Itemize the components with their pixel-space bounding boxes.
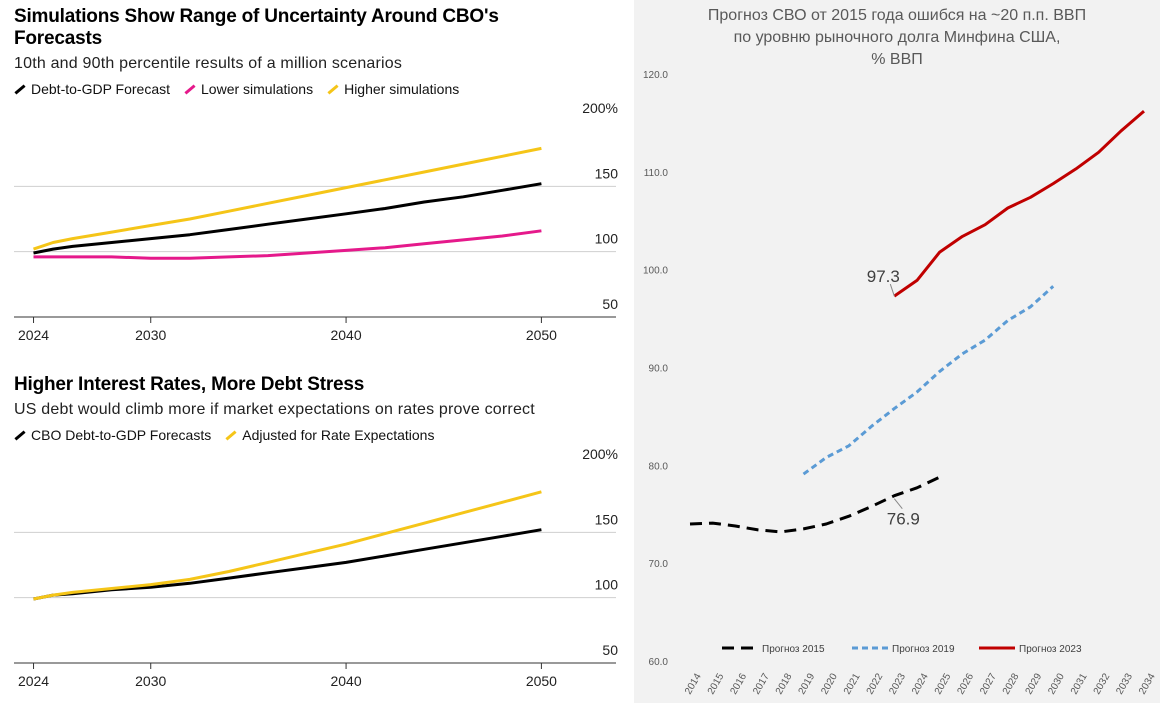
chart1-series-higher-simulations (33, 146, 542, 251)
chart2-y-tick-label: 150 (595, 511, 619, 527)
chart3-x-tick-label: 2015 (706, 671, 727, 696)
chart3-x-tick-label: 2034 (1137, 671, 1158, 696)
chart1-y-tick-label: 200% (582, 100, 618, 116)
chart2-legend: CBO Debt-to-GDP Forecasts Adjusted for Ra… (14, 427, 434, 443)
chart1-series-lower-simulations (33, 229, 542, 260)
chart3-x-tick-label: 2020 (819, 671, 840, 696)
chart1-x-tick-label: 2040 (330, 327, 361, 343)
chart3-y-tick-label: 100.0 (643, 266, 668, 277)
chart3-y-tick-label: 70.0 (649, 559, 669, 570)
chart3-y-tick-label: 60.0 (649, 657, 669, 668)
chart3-x-tick-label: 2031 (1069, 671, 1090, 696)
chart1-x-tick-label: 2050 (526, 327, 557, 343)
chart3-x-tick-label: 2027 (978, 671, 999, 696)
chart2-title: Higher Interest Rates, More Debt Stress (14, 374, 365, 395)
chart3-x-tick-label: 2019 (797, 671, 818, 696)
chart3-y-tick-label: 90.0 (649, 364, 669, 375)
chart3-y-tick-label: 120.0 (643, 70, 668, 81)
chart1-subtitle: 10th and 90th percentile results of a mi… (14, 55, 403, 72)
chart2-y-tick-label: 200% (582, 446, 618, 462)
chart3-legend-label: Прогноз 2019 (892, 644, 955, 655)
chart3-title-line1: Прогноз СВО от 2015 года ошибся на ~20 п… (707, 7, 1087, 24)
chart1-x-tick-label: 2024 (18, 327, 49, 343)
chart3-title: Прогноз СВО от 2015 года ошибся на ~20 п… (634, 5, 1160, 71)
chart2-series-adjusted-for-rate-expectations (33, 490, 542, 601)
chart3-series-прогноз-2023 (893, 110, 1145, 298)
chart3-y-tick-label: 80.0 (649, 461, 669, 472)
legend-item-debt-to-gdp-forecast: Debt-to-GDP Forecast (14, 81, 170, 97)
chart3-legend-label: Прогноз 2023 (1019, 644, 1082, 655)
legend-item-higher-simulations: Higher simulations (327, 81, 459, 97)
chart2-x-tick-label: 2040 (330, 673, 361, 689)
chart3-annotation-leader (889, 283, 895, 297)
legend-label: Lower simulations (201, 81, 314, 97)
chart3-series-прогноз-2019 (802, 285, 1055, 476)
chart3-x-tick-label: 2017 (751, 671, 772, 696)
left-charts-canvas: 200% 150 100 50 2024 2030 2040 2050 200% 150 100 50… (14, 100, 619, 689)
chart3-x-tick-label: 2033 (1114, 671, 1135, 696)
chart1-y-tick-label: 150 (595, 165, 619, 181)
right-panel: Прогноз СВО от 2015 года ошибся на ~20 п… (634, 0, 1160, 703)
chart3-x-tick-label: 2029 (1024, 671, 1045, 696)
chart3-x-tick-label: 2022 (865, 671, 886, 696)
chart3-title-line2: по уровню рыночного долга Минфина США, (733, 29, 1061, 46)
chart3-x-tick-label: 2023 (887, 671, 908, 696)
chart1-y-tick-label: 50 (602, 296, 618, 312)
chart3-x-tick-label: 2016 (728, 671, 749, 696)
chart3-x-tick-label: 2021 (842, 671, 863, 696)
chart2-y-tick-label: 100 (595, 577, 619, 593)
legend-label: Adjusted for Rate Expectations (242, 427, 435, 443)
chart3-x-tick-label: 2030 (1046, 671, 1067, 696)
chart1-x-tick-label: 2030 (135, 327, 166, 343)
chart3-y-tick-label: 110.0 (644, 168, 669, 179)
chart3-annotation-leader (893, 498, 903, 509)
chart3-x-tick-label: 2026 (955, 671, 976, 696)
chart1-legend: Debt-to-GDP Forecast Lower simulations Hig… (14, 81, 459, 97)
chart2-subtitle: US debt would climb more if market expec… (14, 401, 535, 418)
chart3-legend-label: Прогноз 2015 (762, 644, 825, 655)
legend-label: Debt-to-GDP Forecast (31, 81, 171, 97)
chart3-x-tick-label: 2032 (1092, 671, 1113, 696)
chart2-x-tick-label: 2030 (135, 673, 166, 689)
chart3-x-tick-label: 2025 (933, 671, 954, 696)
chart3-x-tick-label: 2014 (683, 671, 704, 696)
chart1-title: Simulations Show Range of Uncertainty Ar… (14, 6, 499, 49)
chart2-x-tick-label: 2024 (18, 673, 49, 689)
legend-label: CBO Debt-to-GDP Forecasts (31, 427, 212, 443)
chart3-title-line3: % ВВП (871, 51, 923, 68)
left-panel: Simulations Show Range of Uncertainty Ar… (14, 6, 619, 689)
chart1-series-debt-to-gdp-forecast (33, 182, 542, 255)
legend-item-lower-simulations: Lower simulations (184, 81, 313, 97)
legend-item-adjusted-for-rate-expectations: Adjusted for Rate Expectations (225, 427, 434, 443)
legend-item-cbo-debt-to-gdp-forecasts: CBO Debt-to-GDP Forecasts (14, 427, 211, 443)
chart3-data-label: 76.9 (887, 510, 920, 529)
legend-label: Higher simulations (344, 81, 460, 97)
chart2-x-tick-label: 2050 (526, 673, 557, 689)
chart3-x-tick-label: 2028 (1001, 671, 1022, 696)
chart3-data-label: 97.3 (867, 267, 900, 286)
chart2-y-tick-label: 50 (602, 642, 618, 658)
chart3-series-прогноз-2015 (689, 475, 941, 534)
chart1-y-tick-label: 100 (595, 231, 619, 247)
chart3-x-tick-label: 2018 (774, 671, 795, 696)
chart3-x-tick-label: 2024 (910, 671, 931, 696)
